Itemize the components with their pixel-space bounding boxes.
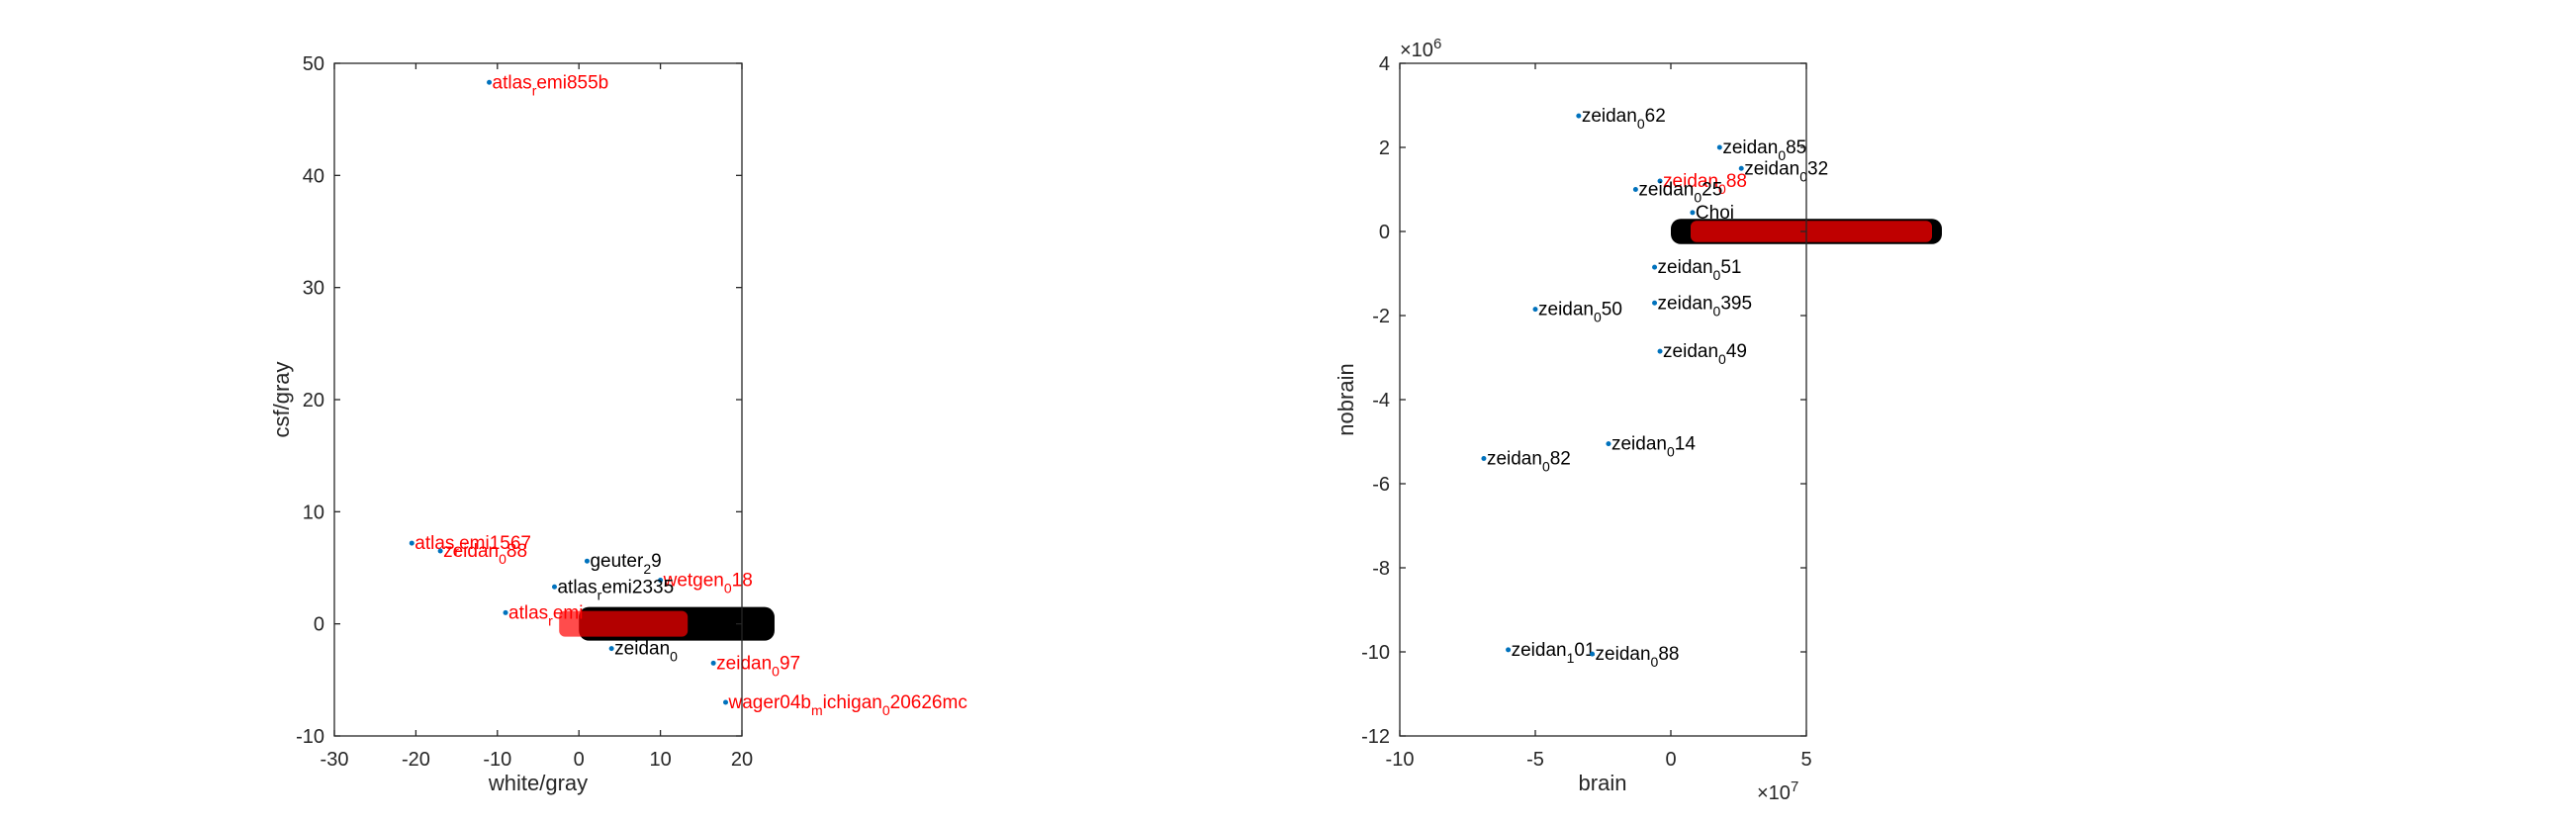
left-y-tick-label: 40 [303, 165, 324, 187]
left-x-tick-label: -30 [321, 749, 349, 771]
right-label-cluster-red [1691, 221, 1932, 242]
right-data-point [1481, 456, 1487, 461]
right-plot: zeidan062zeidan085zeidan032zeidan088zeid… [1334, 36, 1942, 804]
left-data-point [658, 577, 664, 583]
right-x-tick-label: -5 [1526, 749, 1544, 771]
right-point-label: zeidan032 [1744, 158, 1828, 184]
right-data-point [1652, 300, 1658, 306]
left-data-point [584, 558, 590, 564]
right-point-label: zeidan051 [1658, 257, 1742, 283]
right-point-label: zeidan101 [1512, 640, 1596, 666]
right-data-point [1576, 113, 1582, 119]
left-data-point [437, 548, 443, 554]
right-point-label: zeidan014 [1611, 434, 1696, 460]
left-data-point [551, 584, 557, 590]
right-point-label: zeidan085 [1722, 137, 1806, 163]
right-data-point [1590, 651, 1596, 657]
right-y-multiplier: ×106 [1400, 36, 1441, 61]
left-data-point [608, 646, 614, 652]
left-x-tick-label: 10 [649, 749, 671, 771]
right-data-point [1606, 441, 1611, 447]
left-point-label: zeidan0 [614, 639, 678, 665]
right-y-tick-label: -12 [1361, 726, 1390, 748]
left-point-label: atlasremi1567 [414, 533, 531, 559]
right-x-tick-label: 5 [1800, 749, 1811, 771]
left-cluster [559, 606, 775, 641]
right-y-tick-label: -10 [1361, 642, 1390, 664]
left-y-tick-label: -10 [296, 726, 324, 748]
right-data-point [1690, 210, 1696, 216]
left-data-point [710, 660, 716, 666]
right-data-point [1738, 165, 1744, 171]
right-points: zeidan062zeidan085zeidan032zeidan088zeid… [1481, 106, 1828, 670]
right-y-tick-label: 2 [1379, 137, 1390, 159]
left-point-label: wetgen018 [663, 570, 753, 595]
left-point-label: geuter29 [590, 551, 661, 577]
right-point-label: zeidan025 [1638, 180, 1722, 206]
right-data-point [1532, 307, 1538, 313]
left-x-tick-label: 0 [574, 749, 585, 771]
left-data-point [723, 699, 729, 705]
left-point-label: zeidan097 [716, 653, 800, 679]
right-data-point [1716, 144, 1722, 150]
right-point-label: zeidan0395 [1658, 293, 1753, 319]
right-x-multiplier: ×107 [1757, 778, 1798, 804]
left-point-label: atlasremi855b [493, 72, 609, 98]
right-y-tick-label: -8 [1372, 558, 1390, 580]
right-x-tick-label: 0 [1665, 749, 1676, 771]
right-point-label: zeidan088 [1663, 171, 1747, 197]
right-data-point [1506, 647, 1512, 653]
left-label-cluster-red [559, 610, 689, 637]
left-ticks: -30 -20 -10 0 10 20 -10 0 10 20 30 40 50 [296, 53, 753, 771]
right-y-axis-label: nobrain [1334, 363, 1358, 435]
left-point-label: atlasremi2335 [557, 577, 674, 602]
right-y-tick-label: -6 [1372, 474, 1390, 496]
left-x-tick-label: -20 [402, 749, 430, 771]
right-point-label: zeidan088 [1596, 644, 1680, 670]
right-x-axis-label: brain [1579, 771, 1627, 795]
right-data-point [1657, 348, 1663, 354]
left-data-point [487, 79, 493, 85]
left-data-point [409, 540, 414, 546]
left-y-tick-label: 0 [314, 614, 324, 636]
left-point-label: wager04bmichigan020626mc [728, 692, 967, 718]
right-y-tick-label: 4 [1379, 53, 1390, 75]
left-point-label: zeidan088 [443, 541, 527, 567]
right-point-label: zeidan082 [1487, 449, 1571, 475]
left-y-axis-label: csf/gray [269, 361, 294, 437]
left-y-tick-label: 10 [303, 502, 324, 523]
right-point-label: zeidan062 [1582, 106, 1666, 132]
left-data-point [503, 609, 508, 615]
left-x-axis-label: white/gray [488, 771, 588, 795]
right-y-tick-label: -2 [1372, 306, 1390, 327]
right-x-tick-label: -10 [1386, 749, 1415, 771]
right-data-point [1652, 264, 1658, 270]
left-x-tick-label: 20 [731, 749, 753, 771]
right-y-tick-label: 0 [1379, 222, 1390, 243]
right-point-label: zeidan049 [1663, 341, 1747, 367]
left-y-tick-label: 30 [303, 278, 324, 300]
right-data-point [1632, 187, 1638, 192]
right-data-point [1657, 178, 1663, 184]
left-x-tick-label: -10 [483, 749, 511, 771]
left-y-tick-label: 50 [303, 53, 324, 75]
right-point-label: Choi [1696, 203, 1734, 224]
left-point-label: atlasremi [508, 602, 583, 628]
left-y-tick-label: 20 [303, 390, 324, 412]
right-y-tick-label: -4 [1372, 390, 1390, 412]
right-point-label: zeidan050 [1538, 300, 1622, 325]
